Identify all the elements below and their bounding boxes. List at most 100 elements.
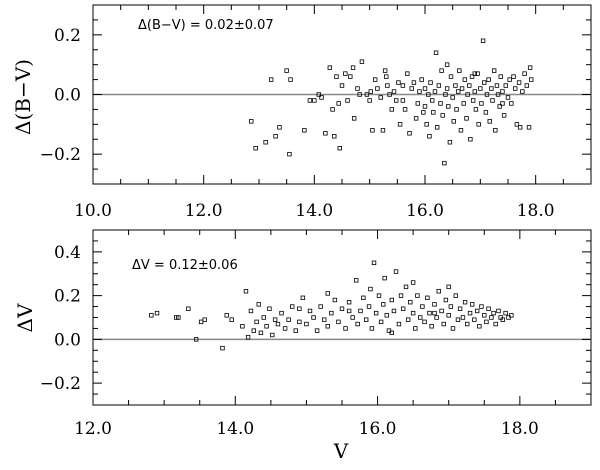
bottom-data-point	[224, 313, 229, 318]
bottom-data-point	[243, 289, 249, 294]
bottom-data-point	[149, 313, 154, 318]
bottom-data-point	[354, 278, 359, 283]
top-data-point	[498, 74, 504, 79]
top-data-point	[432, 89, 438, 94]
bottom-y-axis-label: ΔV	[13, 303, 37, 332]
bottom-data-point	[248, 308, 254, 314]
bottom-data-point	[361, 295, 366, 301]
top-data-point	[472, 89, 477, 94]
bottom-data-points	[149, 260, 514, 351]
top-data-point	[507, 77, 512, 82]
top-data-point	[417, 89, 422, 94]
bottom-data-point	[270, 332, 275, 338]
top-data-point	[470, 98, 476, 103]
bottom-data-point	[368, 286, 373, 292]
top-data-point	[429, 98, 435, 103]
bottom-data-point	[439, 308, 444, 314]
top-data-point	[484, 92, 490, 97]
top-data-point	[343, 71, 348, 76]
top-data-point	[467, 83, 472, 88]
bottom-data-point	[267, 306, 272, 311]
top-data-point	[357, 92, 362, 97]
bottom-data-point	[443, 297, 449, 303]
top-data-point	[407, 131, 412, 136]
bottom-data-point	[193, 337, 199, 342]
top-data-point	[509, 101, 514, 106]
bottom-data-point	[220, 345, 225, 351]
bottom-data-point	[455, 317, 461, 322]
top-data-point	[465, 92, 470, 97]
top-data-point	[468, 137, 473, 142]
bottom-data-point	[446, 284, 451, 290]
bottom-data-point	[393, 269, 399, 274]
top-data-point	[394, 98, 399, 103]
bottom-data-point	[460, 315, 466, 320]
bottom-annotation: ΔV = 0.12±0.06	[132, 258, 238, 273]
top-data-point	[443, 92, 448, 97]
top-data-point	[464, 116, 469, 121]
bottom-data-point	[240, 324, 245, 329]
top-data-point	[387, 92, 392, 97]
top-data-point	[402, 107, 408, 112]
top-data-point	[334, 74, 339, 79]
bottom-data-point	[289, 304, 295, 309]
top-data-point	[400, 83, 406, 88]
bottom-data-point	[465, 321, 470, 327]
bottom-data-point	[403, 284, 409, 290]
bottom-data-point	[448, 304, 454, 309]
top-data-point	[480, 38, 486, 43]
bottom-data-point	[318, 304, 323, 309]
top-data-point	[382, 68, 388, 73]
bottom-data-point	[343, 326, 348, 331]
bottom-data-point	[304, 321, 309, 327]
top-data-point	[249, 119, 254, 124]
top-data-point	[427, 134, 432, 139]
top-data-point	[486, 77, 491, 82]
top-data-point	[438, 101, 443, 106]
bottom-data-point	[410, 280, 416, 285]
top-data-point	[462, 77, 468, 82]
top-data-point	[312, 98, 317, 103]
top-data-point	[469, 74, 475, 79]
bottom-data-point	[469, 302, 475, 307]
top-data-point	[302, 128, 307, 133]
bottom-x-tick-label: 16.0	[359, 419, 397, 439]
top-data-point	[512, 86, 518, 91]
top-data-point	[316, 92, 321, 97]
bottom-data-point	[369, 326, 375, 331]
top-data-point	[422, 104, 428, 109]
top-data-point	[442, 160, 447, 166]
top-data-point	[263, 140, 268, 145]
top-data-point	[500, 101, 505, 106]
top-y-tick-label: 0.0	[54, 86, 81, 106]
bottom-data-point	[346, 308, 352, 314]
bottom-data-point	[432, 310, 437, 316]
bottom-data-point	[325, 291, 330, 296]
bottom-data-point	[329, 310, 334, 316]
top-data-point	[444, 62, 450, 67]
bottom-x-tick-label: 18.0	[501, 419, 539, 439]
bottom-data-point	[434, 315, 439, 320]
top-data-point	[384, 74, 389, 79]
top-data-point	[319, 95, 324, 100]
top-data-point	[433, 50, 439, 55]
bottom-data-point	[441, 321, 446, 327]
top-data-point	[359, 59, 365, 64]
bottom-data-point	[457, 306, 463, 311]
bottom-data-point	[332, 297, 338, 303]
bottom-data-point	[382, 275, 387, 281]
top-data-point	[370, 128, 375, 133]
top-y-axis-label: Δ(B−V)	[11, 59, 35, 135]
top-data-point	[501, 113, 507, 118]
bottom-data-point	[509, 313, 514, 318]
top-data-point	[424, 122, 429, 127]
bottom-data-point	[462, 299, 468, 305]
top-data-point	[277, 125, 282, 130]
top-data-point	[500, 89, 505, 94]
bottom-data-point	[307, 308, 313, 314]
top-data-point	[448, 74, 454, 79]
bottom-data-point	[279, 310, 284, 316]
bottom-x-axis-label: V	[333, 439, 349, 463]
top-data-point	[368, 89, 373, 94]
bottom-data-point	[366, 304, 372, 309]
